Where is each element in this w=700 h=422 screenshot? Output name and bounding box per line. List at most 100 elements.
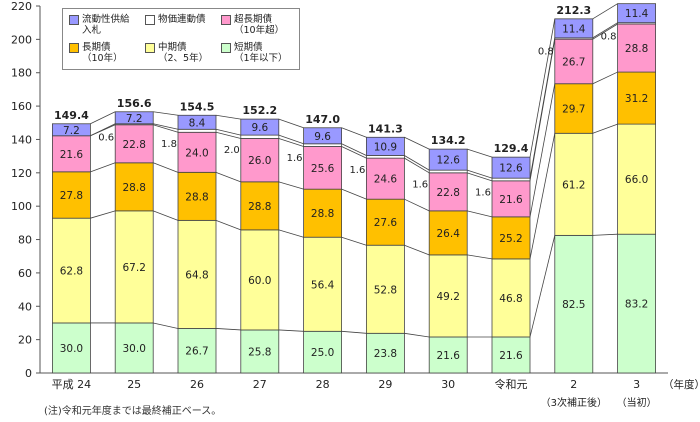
bar-value-label: 83.2 <box>625 299 648 311</box>
connector-line <box>278 329 304 332</box>
bar-segment <box>491 216 531 260</box>
bar-segment <box>303 146 343 190</box>
legend-swatch <box>69 43 79 53</box>
bar-segment <box>428 169 468 174</box>
connector-line <box>90 210 116 219</box>
legend-item-super-long: 超長期債 （10年超） <box>221 14 284 36</box>
connector-line <box>278 138 304 147</box>
connector-line <box>215 328 241 331</box>
bar-segment <box>365 244 405 334</box>
legend-sublabel: （2、5年） <box>158 53 209 64</box>
legend-label: 超長期債 <box>234 14 273 25</box>
connector-line <box>278 181 304 190</box>
bar-value-label: 7.2 <box>126 113 143 125</box>
bar-segment <box>52 217 91 324</box>
connector-line <box>153 322 179 329</box>
bar-segment <box>491 180 531 218</box>
bar-segment <box>428 148 468 171</box>
bar-value-label: 26.7 <box>562 56 585 68</box>
bar-value-label: 26.7 <box>185 346 208 358</box>
connector-line <box>592 71 618 85</box>
x-tick-label: 28 <box>316 378 330 391</box>
connector-line <box>341 127 367 138</box>
bar-value-label: 7.2 <box>63 125 80 137</box>
connector-line <box>467 169 493 179</box>
bar-value-label: 82.5 <box>562 299 585 311</box>
x-tick-label: 平成 24 <box>52 378 92 391</box>
bar-value-label: 24.6 <box>374 174 398 186</box>
chart-legend: 流動性供給 入札 物価連動債 超長期債 （10年超） 長期債 （10年） 中期債 （2、… <box>62 8 300 70</box>
y-tick-label: 20 <box>18 334 32 347</box>
x-tick-label: 令和元 <box>495 377 528 391</box>
connector-line <box>215 171 241 183</box>
connector-line <box>278 229 304 238</box>
bar-value-label: 49.2 <box>437 291 460 303</box>
legend-item-short: 短期債 （1年以下） <box>221 42 288 64</box>
legend-swatch <box>145 15 155 25</box>
bar-segment <box>554 18 594 39</box>
connector-line <box>153 162 179 173</box>
bar-segment <box>365 136 405 156</box>
bar-value-label: 31.2 <box>625 93 648 105</box>
legend-swatch <box>69 15 79 25</box>
x-tick-label: 30 <box>441 378 455 391</box>
bar-value-label: 67.2 <box>123 262 146 274</box>
bar-value-label: 52.8 <box>374 284 397 296</box>
y-tick-label: 140 <box>11 133 32 146</box>
connector-line <box>278 134 304 145</box>
legend-item-inflation-indexed: 物価連動債 <box>145 14 206 25</box>
bar-segment <box>617 71 656 125</box>
y-tick-label: 80 <box>18 234 32 247</box>
connector-line <box>404 332 430 338</box>
connector-line <box>90 162 116 173</box>
legend-item-long: 長期債 （10年） <box>69 42 123 64</box>
bar-value-label: 56.4 <box>311 279 335 291</box>
bar-value-label: 25.6 <box>311 163 335 175</box>
bar-value-label: 12.6 <box>437 155 461 167</box>
legend-sublabel: （1年以下） <box>234 53 288 64</box>
x-tick-label: 27 <box>253 378 267 391</box>
bar-segment <box>52 322 91 374</box>
connector-line <box>404 244 430 256</box>
bar-value-label: 30.0 <box>123 343 146 355</box>
bar-segment <box>617 3 656 24</box>
y-tick-label: 40 <box>18 300 32 313</box>
bar-value-label: 2.0 <box>224 145 240 156</box>
bar-value-label: 64.8 <box>185 269 208 281</box>
bar-segment <box>52 123 91 137</box>
bar-segment <box>303 143 343 147</box>
footnote: (注)令和元年度までは最終補正ベース。 <box>44 406 222 417</box>
bar-segment <box>177 114 217 130</box>
y-tick-label: 200 <box>11 33 32 46</box>
bar-segment <box>114 162 154 212</box>
legend-label: 長期債 <box>82 42 111 53</box>
bar-value-label: 26.0 <box>248 155 271 167</box>
bar-total-label: 154.5 <box>180 100 215 113</box>
connector-line <box>153 124 179 133</box>
connector-line <box>215 219 241 231</box>
bar-total-label: 134.2 <box>431 134 466 147</box>
bar-segment <box>52 171 91 219</box>
bar-value-label: 30.0 <box>60 343 83 355</box>
bar-segment <box>114 210 154 324</box>
legend-sublabel: （10年） <box>82 53 123 64</box>
bar-value-label: 60.0 <box>248 275 271 287</box>
bar-segment <box>617 123 656 235</box>
connector-line <box>467 148 493 158</box>
connector-line <box>215 128 241 136</box>
y-tick-label: 120 <box>11 167 32 180</box>
bar-segment <box>240 229 280 331</box>
bar-segment <box>240 118 280 136</box>
connector-line <box>592 123 618 134</box>
connector-line <box>215 114 241 120</box>
legend-label: 流動性供給 <box>82 14 130 25</box>
connector-line <box>404 155 430 171</box>
bar-total-label: 147.0 <box>305 113 340 126</box>
bar-total-label: 212.3 <box>556 4 591 17</box>
bar-segment <box>114 111 154 125</box>
bar-value-label: 28.8 <box>248 201 271 213</box>
connector-line <box>341 236 367 246</box>
bar-segment <box>491 156 531 179</box>
y-tick-label: 160 <box>11 100 32 113</box>
connector-line <box>90 111 116 125</box>
